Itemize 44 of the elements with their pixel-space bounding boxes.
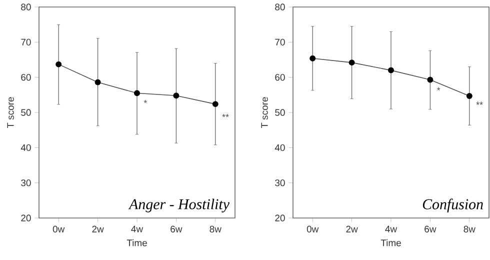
- point: [466, 92, 472, 99]
- annotation: **: [222, 114, 229, 118]
- x-tick-label: 4w: [131, 226, 144, 232]
- y-tick-label: 70: [275, 38, 285, 46]
- y-tick-label: 20: [275, 214, 285, 222]
- y-tick-label: 30: [275, 179, 285, 186]
- y-tick-label: 60: [275, 74, 285, 81]
- x-tick-label: 8w: [464, 226, 476, 232]
- point: [310, 55, 316, 62]
- y-tick-label: 80: [275, 4, 285, 10]
- y-tick-label: 40: [274, 144, 285, 152]
- y-tick-label: 70: [21, 38, 31, 46]
- y-tick-label: 50: [275, 109, 285, 116]
- x-tick-label: 2w: [346, 226, 358, 232]
- x-tick-label: 2w: [92, 226, 104, 232]
- x-axis-title: Time: [126, 239, 147, 246]
- point: [173, 92, 180, 99]
- point: [56, 61, 62, 68]
- y-tick-label: 50: [21, 109, 31, 116]
- x-tick-label: 0w: [52, 226, 65, 232]
- point: [388, 67, 394, 74]
- x-tick-label: 6w: [424, 226, 436, 232]
- x-tick-label: 4w: [385, 226, 398, 232]
- point: [427, 76, 434, 83]
- annotation: *: [437, 87, 440, 90]
- annotation: **: [476, 102, 483, 105]
- point: [134, 90, 140, 96]
- y-tick-label: 30: [21, 179, 31, 186]
- y-tick-label: 20: [21, 214, 31, 222]
- x-tick-label: 0w: [306, 226, 319, 232]
- y-axis-title: T score: [7, 97, 14, 128]
- point: [212, 101, 218, 108]
- text: Confusion: [422, 198, 483, 212]
- x-axis-title: Time: [380, 239, 401, 246]
- x-tick-label: 6w: [170, 226, 182, 232]
- annotation: *: [144, 100, 147, 104]
- y-tick-label: 60: [21, 74, 31, 81]
- text: Anger - Hostility: [128, 198, 230, 212]
- y-tick-label: 80: [21, 4, 31, 10]
- y-tick-label: 40: [20, 144, 31, 152]
- point: [348, 60, 355, 66]
- x-tick-label: 8w: [210, 226, 222, 232]
- y-axis-title: T score: [261, 97, 268, 128]
- point: [94, 79, 101, 86]
